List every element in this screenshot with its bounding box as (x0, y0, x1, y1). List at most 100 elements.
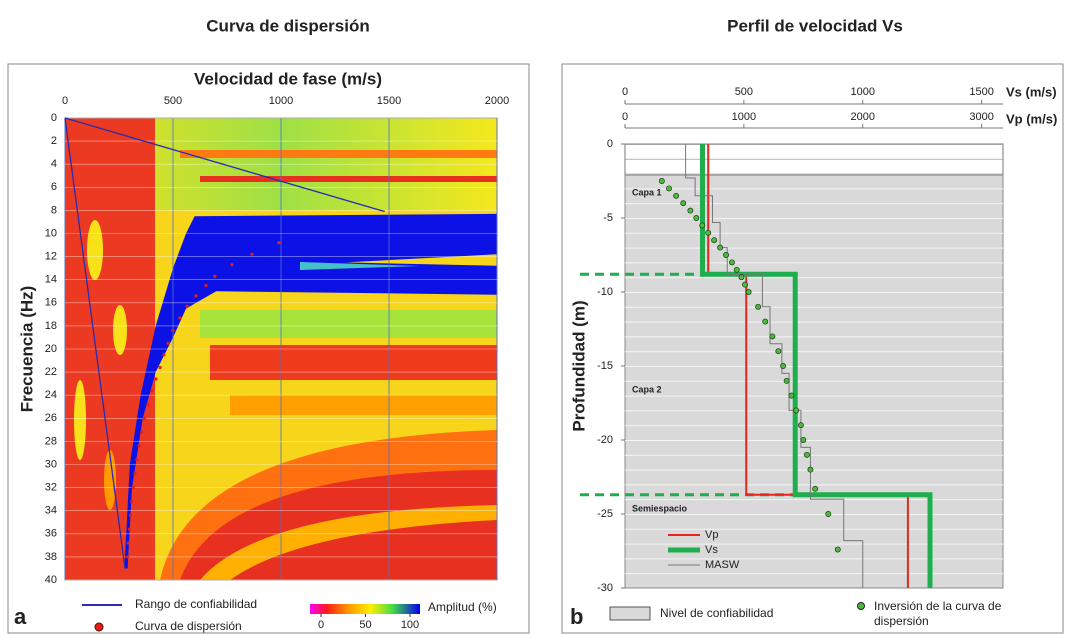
inversion-point (807, 466, 814, 473)
y-tick-label: 0 (607, 138, 613, 150)
dispersion-point (230, 263, 234, 267)
dispersion-point (142, 416, 147, 420)
inversion-point (793, 407, 800, 414)
x2-tick-label: 2000 (850, 111, 874, 123)
y-tick-label: -30 (597, 582, 613, 594)
inversion-point (755, 303, 762, 310)
legend-label: Inversión de la curva de dispersión (874, 599, 1002, 628)
dispersion-point (158, 365, 162, 370)
chart-title: Perfil de velocidad Vs (727, 16, 903, 35)
inversion-point (803, 451, 810, 458)
x-tick-label: 1000 (269, 95, 293, 107)
colorbar-label: Amplitud (%) (428, 600, 497, 614)
layer-label: Capa 2 (632, 384, 662, 394)
legend-label: Rango de confiabilidad (135, 597, 257, 611)
dispersion-point (277, 241, 281, 245)
x2-tick-label: 3000 (969, 111, 993, 123)
inversion-point (775, 348, 782, 355)
y-tick-label: 28 (45, 435, 57, 447)
layer-label: Semiespacio (632, 503, 688, 513)
y-tick-label: 14 (45, 274, 57, 286)
dispersion-point (130, 499, 134, 504)
panel-frame (7, 63, 530, 634)
chart-title: Curva de dispersión (206, 16, 369, 35)
colorbar-tick-label: 0 (318, 619, 324, 631)
y-tick-label: 10 (45, 227, 57, 239)
y-tick-label: 24 (45, 389, 57, 401)
dispersion-point (146, 402, 150, 407)
inversion-point (733, 266, 740, 273)
inversion-point (699, 222, 706, 229)
y-tick-label: 40 (45, 574, 57, 586)
y-tick-label: 30 (45, 458, 57, 470)
inversion-point (800, 437, 807, 443)
dispersion-point (137, 444, 141, 448)
dispersion-point (150, 388, 154, 393)
y-tick-label: 2 (51, 135, 57, 147)
dispersion-point (131, 486, 135, 490)
legend-label: Curva de dispersión (135, 619, 242, 633)
y-tick-label: 16 (45, 297, 57, 309)
inversion-point (825, 511, 832, 517)
inversion-point (666, 185, 672, 192)
dispersion-point (213, 274, 217, 278)
inversion-point (812, 485, 819, 492)
dispersion-point (171, 328, 175, 333)
x-tick-label: 0 (62, 95, 68, 107)
inversion-point (693, 215, 700, 221)
x-tick-label: 500 (735, 86, 753, 98)
x2-tick-label: 1000 (732, 111, 756, 123)
y-tick-label: 20 (45, 343, 57, 355)
y-tick-label: 18 (45, 320, 57, 332)
inversion-point (762, 318, 769, 325)
colorbar-tick-label: 50 (359, 619, 371, 631)
dispersion-point (185, 304, 189, 308)
legend-swatch (609, 606, 651, 621)
dispersion-point (126, 555, 130, 559)
legend-label: Vp (705, 529, 718, 541)
dispersion-point (250, 252, 254, 256)
legend-label: Nivel de confiabilidad (660, 606, 773, 620)
inversion-point (742, 281, 749, 288)
y-tick-label: -25 (597, 508, 613, 520)
x-tick-label: 2000 (485, 95, 509, 107)
x-tick-label: 1500 (969, 86, 993, 98)
profile-line (707, 144, 909, 588)
inversion-point (711, 237, 718, 244)
y-tick-label: -20 (597, 434, 613, 446)
inversion-point (705, 229, 712, 236)
inversion-point (723, 252, 729, 258)
inversion-point (769, 333, 776, 340)
y-axis-label: Frecuencia (Hz) (17, 286, 36, 413)
dispersion-point (204, 283, 208, 288)
x-tick-label: 0 (622, 86, 628, 98)
panel-frame (561, 63, 1064, 634)
inversion-point (680, 200, 687, 207)
x-axis-label: Vs (m/s) (1006, 84, 1057, 99)
y-axis-label: Profundidad (m) (569, 300, 588, 431)
inversion-point (717, 244, 724, 251)
legend-label: Vs (705, 544, 718, 556)
profile-line (685, 144, 864, 588)
inversion-point (780, 363, 787, 369)
y-tick-label: 32 (45, 482, 57, 494)
y-tick-label: 8 (51, 204, 57, 216)
dispersion-point (166, 341, 170, 345)
legend-swatch (857, 602, 865, 610)
dispersion-point (178, 316, 182, 320)
dispersion-point (127, 527, 131, 531)
x-tick-label: 1000 (850, 86, 874, 98)
profile-line (700, 144, 933, 588)
dispersion-point (135, 458, 139, 462)
x2-axis-label: Vp (m/s) (1006, 111, 1057, 126)
dispersion-point (154, 377, 158, 381)
x-axis-label: Velocidad de fase (m/s) (194, 69, 382, 88)
inversion-point (687, 207, 694, 214)
y-tick-label: 38 (45, 551, 57, 563)
dispersion-point (194, 294, 198, 298)
confidence-line (64, 117, 385, 569)
inversion-point (797, 422, 804, 429)
panel-label: a (14, 604, 27, 629)
